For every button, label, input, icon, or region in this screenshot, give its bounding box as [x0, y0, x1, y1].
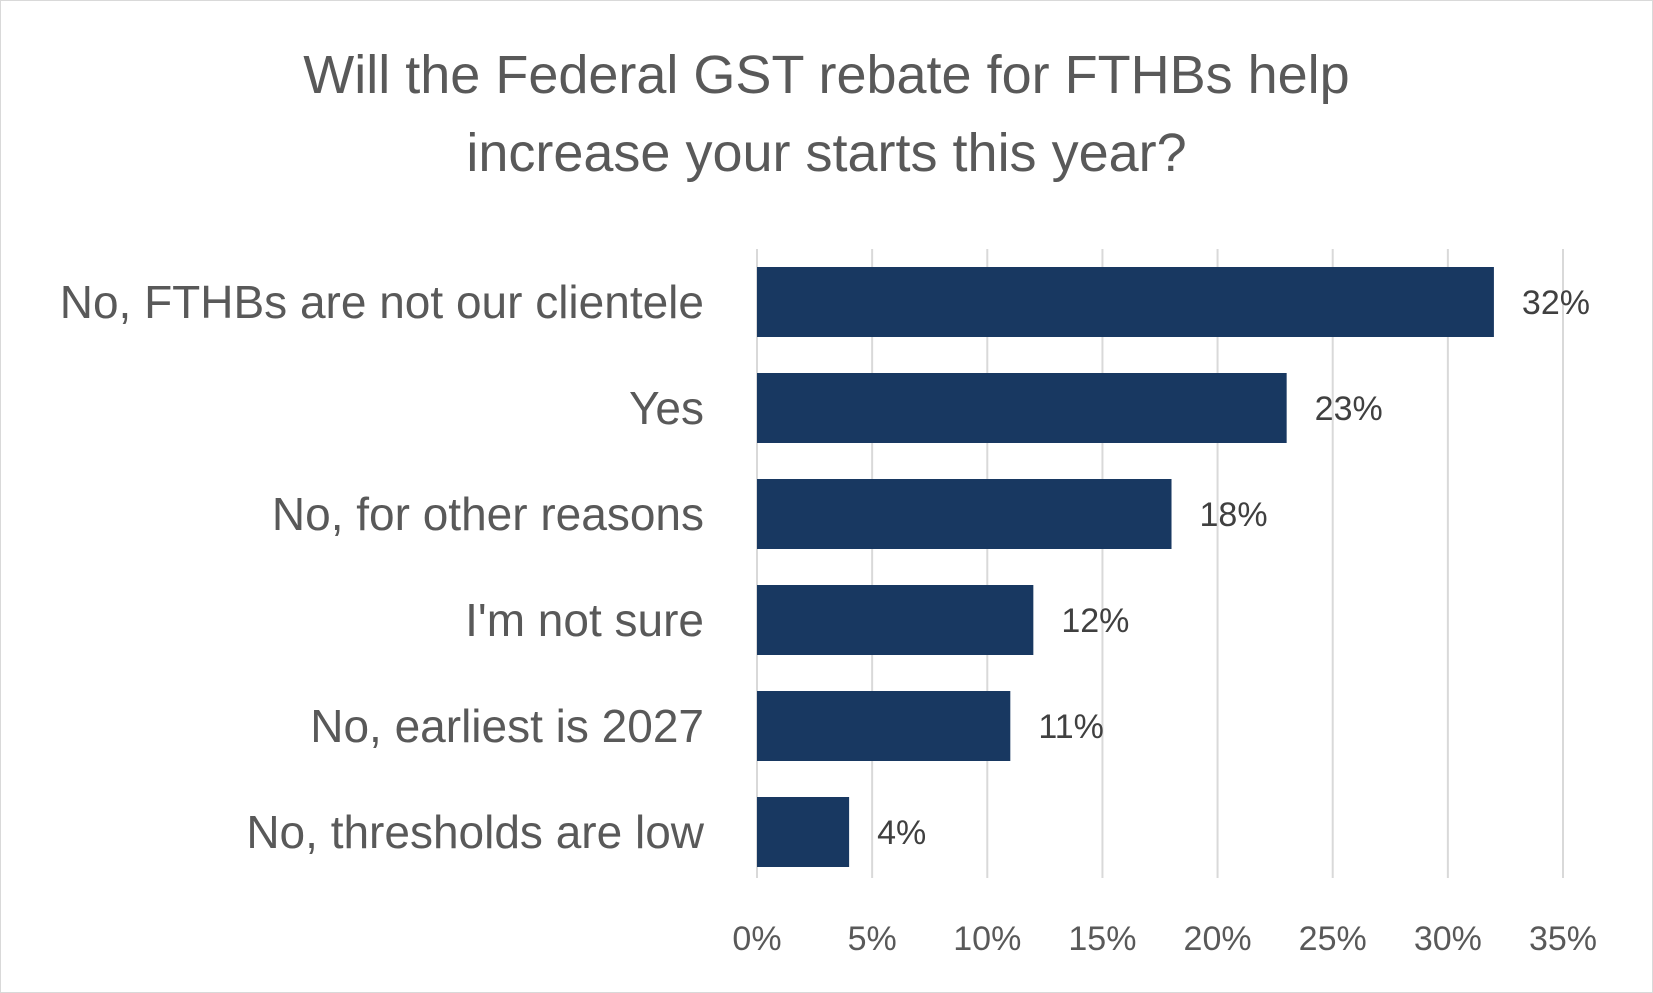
category-labels: No, FTHBs are not our clientele Yes No, fo…: [60, 276, 705, 858]
x-tick-label: 25%: [1299, 920, 1367, 958]
bar: [757, 373, 1287, 443]
x-tick-label: 0%: [732, 920, 781, 958]
x-axis-tick-labels: 0% 5% 10% 15% 20% 25% 30% 35%: [732, 920, 1597, 958]
category-label: No, earliest is 2027: [310, 700, 704, 752]
bar-value-label: 11%: [1038, 708, 1104, 746]
x-tick-label: 35%: [1529, 920, 1597, 958]
x-tick-label: 10%: [953, 920, 1021, 958]
category-label: I'm not sure: [465, 594, 704, 646]
category-label: Yes: [629, 382, 704, 434]
x-tick-label: 20%: [1184, 920, 1252, 958]
category-label: No, FTHBs are not our clientele: [60, 276, 704, 328]
chart-title-line-1: Will the Federal GST rebate for FTHBs he…: [303, 45, 1350, 105]
bar-value-label: 32%: [1522, 284, 1590, 322]
value-labels: 32% 23% 18% 12% 11% 4%: [877, 284, 1590, 852]
bar: [757, 479, 1172, 549]
bar: [757, 585, 1034, 655]
chart-title: Will the Federal GST rebate for FTHBs he…: [0, 36, 1653, 192]
bar: [757, 267, 1494, 337]
x-tick-label: 5%: [848, 920, 897, 958]
category-label: No, for other reasons: [272, 488, 704, 540]
bar: [757, 691, 1011, 761]
x-tick-label: 15%: [1068, 920, 1136, 958]
gridlines: [756, 249, 1564, 878]
category-label: No, thresholds are low: [246, 806, 704, 858]
bars: [757, 267, 1494, 867]
chart-title-line-2: increase your starts this year?: [466, 123, 1187, 183]
bar-value-label: 23%: [1315, 390, 1383, 428]
bar-value-label: 4%: [877, 814, 926, 852]
bar-value-label: 18%: [1200, 496, 1268, 534]
bar: [757, 797, 850, 867]
x-tick-label: 30%: [1414, 920, 1482, 958]
bar-value-label: 12%: [1061, 602, 1129, 640]
